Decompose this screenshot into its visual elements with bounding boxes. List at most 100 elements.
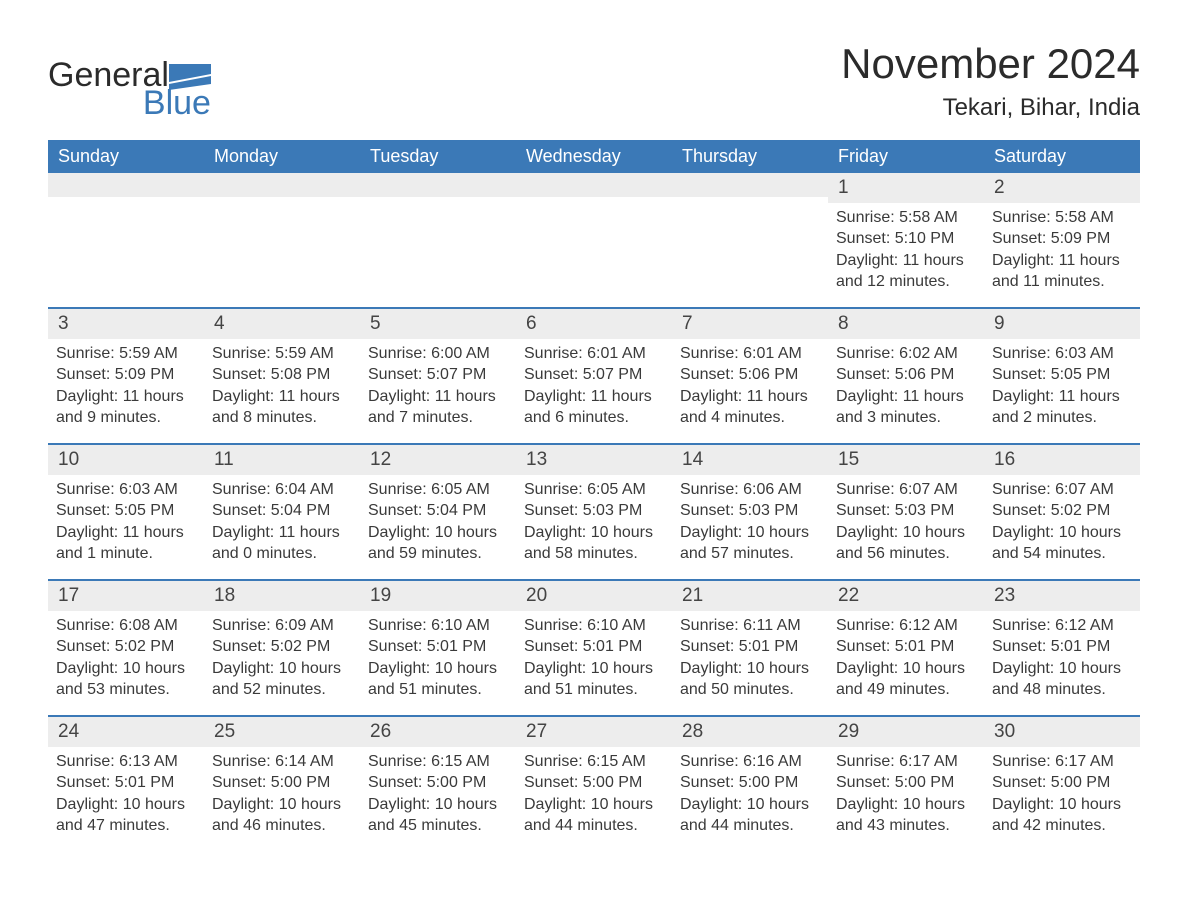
day-number: 3: [48, 309, 204, 339]
day-number: 14: [672, 445, 828, 475]
sunset-line: Sunset: 5:01 PM: [524, 636, 664, 658]
day-number: 8: [828, 309, 984, 339]
day-number: 19: [360, 581, 516, 611]
day-number: [516, 173, 672, 197]
day-cell-empty: [48, 173, 204, 307]
sunrise-line: Sunrise: 6:10 AM: [368, 615, 508, 637]
sunrise-line: Sunrise: 6:08 AM: [56, 615, 196, 637]
day-cell-empty: [360, 173, 516, 307]
sunset-line: Sunset: 5:09 PM: [992, 228, 1132, 250]
sunset-line: Sunset: 5:04 PM: [212, 500, 352, 522]
day-cell: 9Sunrise: 6:03 AMSunset: 5:05 PMDaylight…: [984, 309, 1140, 443]
sunrise-line: Sunrise: 6:16 AM: [680, 751, 820, 773]
sunrise-line: Sunrise: 6:07 AM: [836, 479, 976, 501]
sunset-line: Sunset: 5:08 PM: [212, 364, 352, 386]
day-number: 29: [828, 717, 984, 747]
week-row: 3Sunrise: 5:59 AMSunset: 5:09 PMDaylight…: [48, 307, 1140, 443]
sunrise-line: Sunrise: 6:14 AM: [212, 751, 352, 773]
daylight-line: Daylight: 11 hours and 12 minutes.: [836, 250, 976, 293]
daylight-line: Daylight: 10 hours and 45 minutes.: [368, 794, 508, 837]
day-number: 21: [672, 581, 828, 611]
daylight-line: Daylight: 10 hours and 43 minutes.: [836, 794, 976, 837]
sunset-line: Sunset: 5:05 PM: [992, 364, 1132, 386]
sunrise-line: Sunrise: 6:01 AM: [524, 343, 664, 365]
header: General Blue November 2024 Tekari, Bihar…: [48, 28, 1140, 132]
day-number: 7: [672, 309, 828, 339]
day-number: 23: [984, 581, 1140, 611]
day-cell: 1Sunrise: 5:58 AMSunset: 5:10 PMDaylight…: [828, 173, 984, 307]
sunrise-line: Sunrise: 5:59 AM: [56, 343, 196, 365]
sunset-line: Sunset: 5:00 PM: [368, 772, 508, 794]
sunrise-line: Sunrise: 6:03 AM: [56, 479, 196, 501]
daylight-line: Daylight: 10 hours and 58 minutes.: [524, 522, 664, 565]
sunrise-line: Sunrise: 6:04 AM: [212, 479, 352, 501]
day-number: 22: [828, 581, 984, 611]
daylight-line: Daylight: 10 hours and 47 minutes.: [56, 794, 196, 837]
day-number: 27: [516, 717, 672, 747]
sunrise-line: Sunrise: 6:17 AM: [992, 751, 1132, 773]
day-number: 15: [828, 445, 984, 475]
sunrise-line: Sunrise: 5:58 AM: [836, 207, 976, 229]
daylight-line: Daylight: 10 hours and 52 minutes.: [212, 658, 352, 701]
daylight-line: Daylight: 10 hours and 50 minutes.: [680, 658, 820, 701]
sunrise-line: Sunrise: 6:12 AM: [992, 615, 1132, 637]
daylight-line: Daylight: 11 hours and 0 minutes.: [212, 522, 352, 565]
week-row: 17Sunrise: 6:08 AMSunset: 5:02 PMDayligh…: [48, 579, 1140, 715]
sunset-line: Sunset: 5:02 PM: [992, 500, 1132, 522]
day-number: 28: [672, 717, 828, 747]
day-cell: 7Sunrise: 6:01 AMSunset: 5:06 PMDaylight…: [672, 309, 828, 443]
brand-logo: General Blue: [48, 58, 211, 120]
weekday-saturday: Saturday: [984, 140, 1140, 173]
daylight-line: Daylight: 10 hours and 44 minutes.: [680, 794, 820, 837]
sunset-line: Sunset: 5:00 PM: [836, 772, 976, 794]
day-number: 17: [48, 581, 204, 611]
sunrise-line: Sunrise: 6:06 AM: [680, 479, 820, 501]
sunset-line: Sunset: 5:01 PM: [680, 636, 820, 658]
day-number: 6: [516, 309, 672, 339]
sunset-line: Sunset: 5:07 PM: [368, 364, 508, 386]
weekday-tuesday: Tuesday: [360, 140, 516, 173]
month-title: November 2024: [841, 40, 1140, 88]
daylight-line: Daylight: 10 hours and 46 minutes.: [212, 794, 352, 837]
daylight-line: Daylight: 11 hours and 9 minutes.: [56, 386, 196, 429]
day-cell: 5Sunrise: 6:00 AMSunset: 5:07 PMDaylight…: [360, 309, 516, 443]
day-cell: 14Sunrise: 6:06 AMSunset: 5:03 PMDayligh…: [672, 445, 828, 579]
sunset-line: Sunset: 5:07 PM: [524, 364, 664, 386]
location: Tekari, Bihar, India: [841, 94, 1140, 122]
sunset-line: Sunset: 5:00 PM: [680, 772, 820, 794]
daylight-line: Daylight: 10 hours and 42 minutes.: [992, 794, 1132, 837]
day-number: 11: [204, 445, 360, 475]
sunset-line: Sunset: 5:01 PM: [836, 636, 976, 658]
day-number: 16: [984, 445, 1140, 475]
daylight-line: Daylight: 10 hours and 57 minutes.: [680, 522, 820, 565]
sunset-line: Sunset: 5:01 PM: [992, 636, 1132, 658]
daylight-line: Daylight: 11 hours and 6 minutes.: [524, 386, 664, 429]
sunrise-line: Sunrise: 6:02 AM: [836, 343, 976, 365]
sunrise-line: Sunrise: 6:05 AM: [368, 479, 508, 501]
daylight-line: Daylight: 10 hours and 56 minutes.: [836, 522, 976, 565]
sunset-line: Sunset: 5:10 PM: [836, 228, 976, 250]
day-cell: 22Sunrise: 6:12 AMSunset: 5:01 PMDayligh…: [828, 581, 984, 715]
day-cell: 29Sunrise: 6:17 AMSunset: 5:00 PMDayligh…: [828, 717, 984, 851]
day-cell: 24Sunrise: 6:13 AMSunset: 5:01 PMDayligh…: [48, 717, 204, 851]
day-cell: 23Sunrise: 6:12 AMSunset: 5:01 PMDayligh…: [984, 581, 1140, 715]
weekday-sunday: Sunday: [48, 140, 204, 173]
sunrise-line: Sunrise: 6:00 AM: [368, 343, 508, 365]
day-cell: 8Sunrise: 6:02 AMSunset: 5:06 PMDaylight…: [828, 309, 984, 443]
day-cell: 25Sunrise: 6:14 AMSunset: 5:00 PMDayligh…: [204, 717, 360, 851]
daylight-line: Daylight: 10 hours and 51 minutes.: [368, 658, 508, 701]
day-cell: 6 Sunrise: 6:01 AMSunset: 5:07 PMDaylight…: [516, 309, 672, 443]
calendar: SundayMondayTuesdayWednesdayThursdayFrid…: [48, 140, 1140, 851]
day-number: 5: [360, 309, 516, 339]
daylight-line: Daylight: 10 hours and 54 minutes.: [992, 522, 1132, 565]
day-number: 13: [516, 445, 672, 475]
title-block: November 2024 Tekari, Bihar, India: [841, 28, 1140, 132]
daylight-line: Daylight: 11 hours and 8 minutes.: [212, 386, 352, 429]
day-number: 12: [360, 445, 516, 475]
day-cell: 3Sunrise: 5:59 AMSunset: 5:09 PMDaylight…: [48, 309, 204, 443]
sunrise-line: Sunrise: 6:03 AM: [992, 343, 1132, 365]
sunset-line: Sunset: 5:03 PM: [524, 500, 664, 522]
sunset-line: Sunset: 5:00 PM: [212, 772, 352, 794]
day-number: 26: [360, 717, 516, 747]
sunrise-line: Sunrise: 6:13 AM: [56, 751, 196, 773]
